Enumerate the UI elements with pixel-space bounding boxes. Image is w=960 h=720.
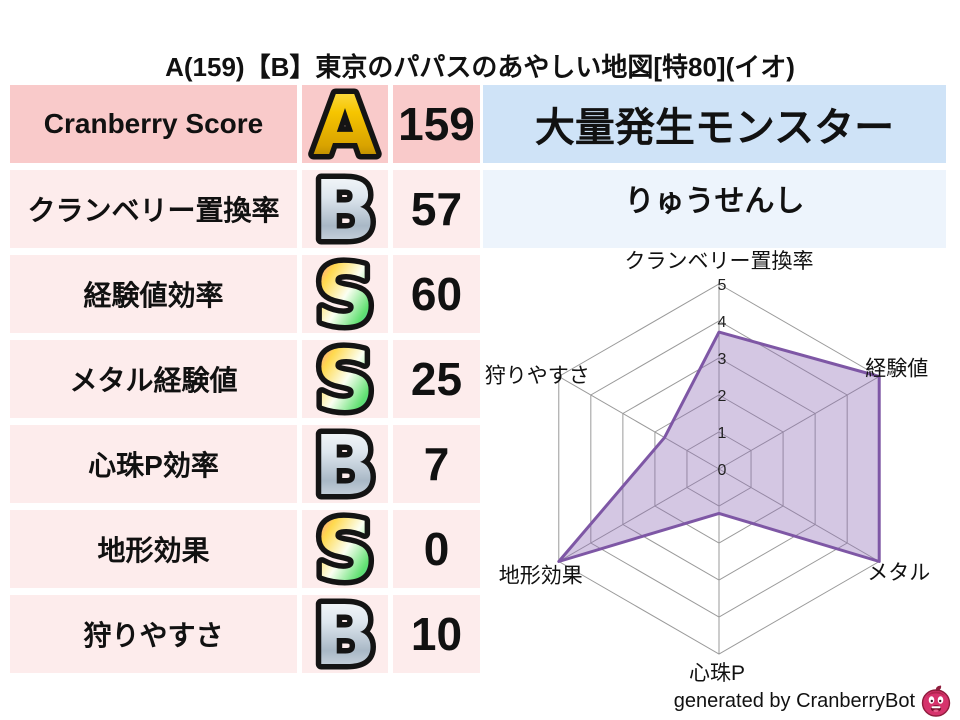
radar-chart: 0 1 2 3 4 5 クランベリー置換率経験値メタル心珠P 地形効果 狩りやすさ [480, 250, 960, 690]
radar-tick-label: 3 [718, 351, 727, 368]
stat-label: 地形効果 [10, 510, 297, 588]
radar-tick-label: 1 [718, 425, 727, 442]
svg-text:S: S [315, 504, 374, 599]
stat-value: 57 [393, 170, 480, 248]
radar-tick-label: 2 [718, 388, 727, 405]
radar-grid-spoke [558, 468, 720, 562]
radar-tick-label: 5 [718, 277, 727, 294]
radar-tick-label: 4 [718, 314, 727, 331]
grade-badge: S S [302, 244, 388, 350]
svg-text:A: A [313, 79, 377, 174]
radar-data-polygon [557, 330, 881, 563]
grade-letter-icon: B B [308, 414, 382, 520]
grade-letter-icon: S S [310, 329, 380, 435]
stat-label: Cranberry Score [10, 85, 297, 163]
stat-label: 狩りやすさ [10, 595, 297, 673]
radar-grid-spoke [558, 376, 720, 470]
grade-letter-icon: A A [308, 74, 383, 180]
stat-value: 159 [393, 85, 480, 163]
grade-letter-icon: B B [308, 584, 382, 690]
credit-text: generated by CranberryBot [673, 689, 915, 712]
stat-label: 心珠P効率 [10, 425, 297, 503]
svg-text:B: B [314, 164, 377, 259]
grade-badge: S S [302, 499, 388, 605]
radar-axis-label: 心珠P [689, 662, 745, 685]
svg-text:A: A [313, 79, 377, 174]
stat-label: クランベリー置換率 [10, 170, 297, 248]
svg-text:S: S [315, 249, 374, 344]
radar-axis-label: クランベリー置換率 [625, 250, 814, 273]
table-row: 狩りやすさ B B 10 [10, 584, 480, 690]
radar-axis-label: 地形効果 [499, 565, 583, 588]
stat-label: 経験値効率 [10, 255, 297, 333]
grade-badge: B B [302, 159, 388, 265]
grade-badge: S S [302, 329, 388, 435]
radar-tick-label: 0 [718, 462, 727, 479]
radar-grid-spoke [718, 468, 880, 562]
svg-text:B: B [314, 589, 377, 684]
cranberry-face-icon [921, 685, 951, 717]
page-title: A(159)【B】東京のパパスのあやしい地図[特80](イオ) [165, 52, 795, 82]
monster-panel-header: 大量発生モンスター [483, 85, 946, 163]
grade-badge: B B [302, 414, 388, 520]
svg-text:B: B [314, 164, 377, 259]
grade-letter-icon: S S [310, 499, 380, 605]
svg-text:B: B [314, 419, 377, 514]
table-row: 地形効果 S S 0 [10, 499, 480, 605]
stat-value: 0 [393, 510, 480, 588]
stat-label: メタル経験値 [10, 340, 297, 418]
table-row: Cranberry Score A A 159 [10, 74, 480, 180]
radar-axis-label: 狩りやすさ [485, 365, 590, 388]
table-row: メタル経験値 S S 25 [10, 329, 480, 435]
svg-text:B: B [314, 589, 377, 684]
grade-badge: B B [302, 584, 388, 690]
stats-table: Cranberry Score A A 159 クランベリー置換率 B B 57… [10, 74, 480, 690]
table-row: クランベリー置換率 B B 57 [10, 159, 480, 265]
stat-value: 10 [393, 595, 480, 673]
table-row: 心珠P効率 B B 7 [10, 414, 480, 520]
footer-credit: generated by CranberryBot [674, 684, 952, 718]
stat-value: 25 [393, 340, 480, 418]
svg-text:B: B [314, 419, 377, 514]
radar-grid-spoke [718, 376, 880, 470]
svg-text:S: S [315, 334, 374, 429]
grade-letter-icon: B B [308, 159, 382, 265]
svg-text:S: S [315, 249, 374, 344]
radar-axis-label: メタル [867, 562, 930, 585]
stat-value: 7 [393, 425, 480, 503]
monster-name: りゅうせんし [483, 170, 946, 248]
grade-badge: A A [302, 74, 388, 180]
svg-text:S: S [315, 504, 374, 599]
radar-axis-label: 経験値 [865, 358, 928, 381]
table-row: 経験値効率 S S 60 [10, 244, 480, 350]
svg-text:S: S [315, 334, 374, 429]
stat-value: 60 [393, 255, 480, 333]
grade-letter-icon: S S [310, 244, 380, 350]
